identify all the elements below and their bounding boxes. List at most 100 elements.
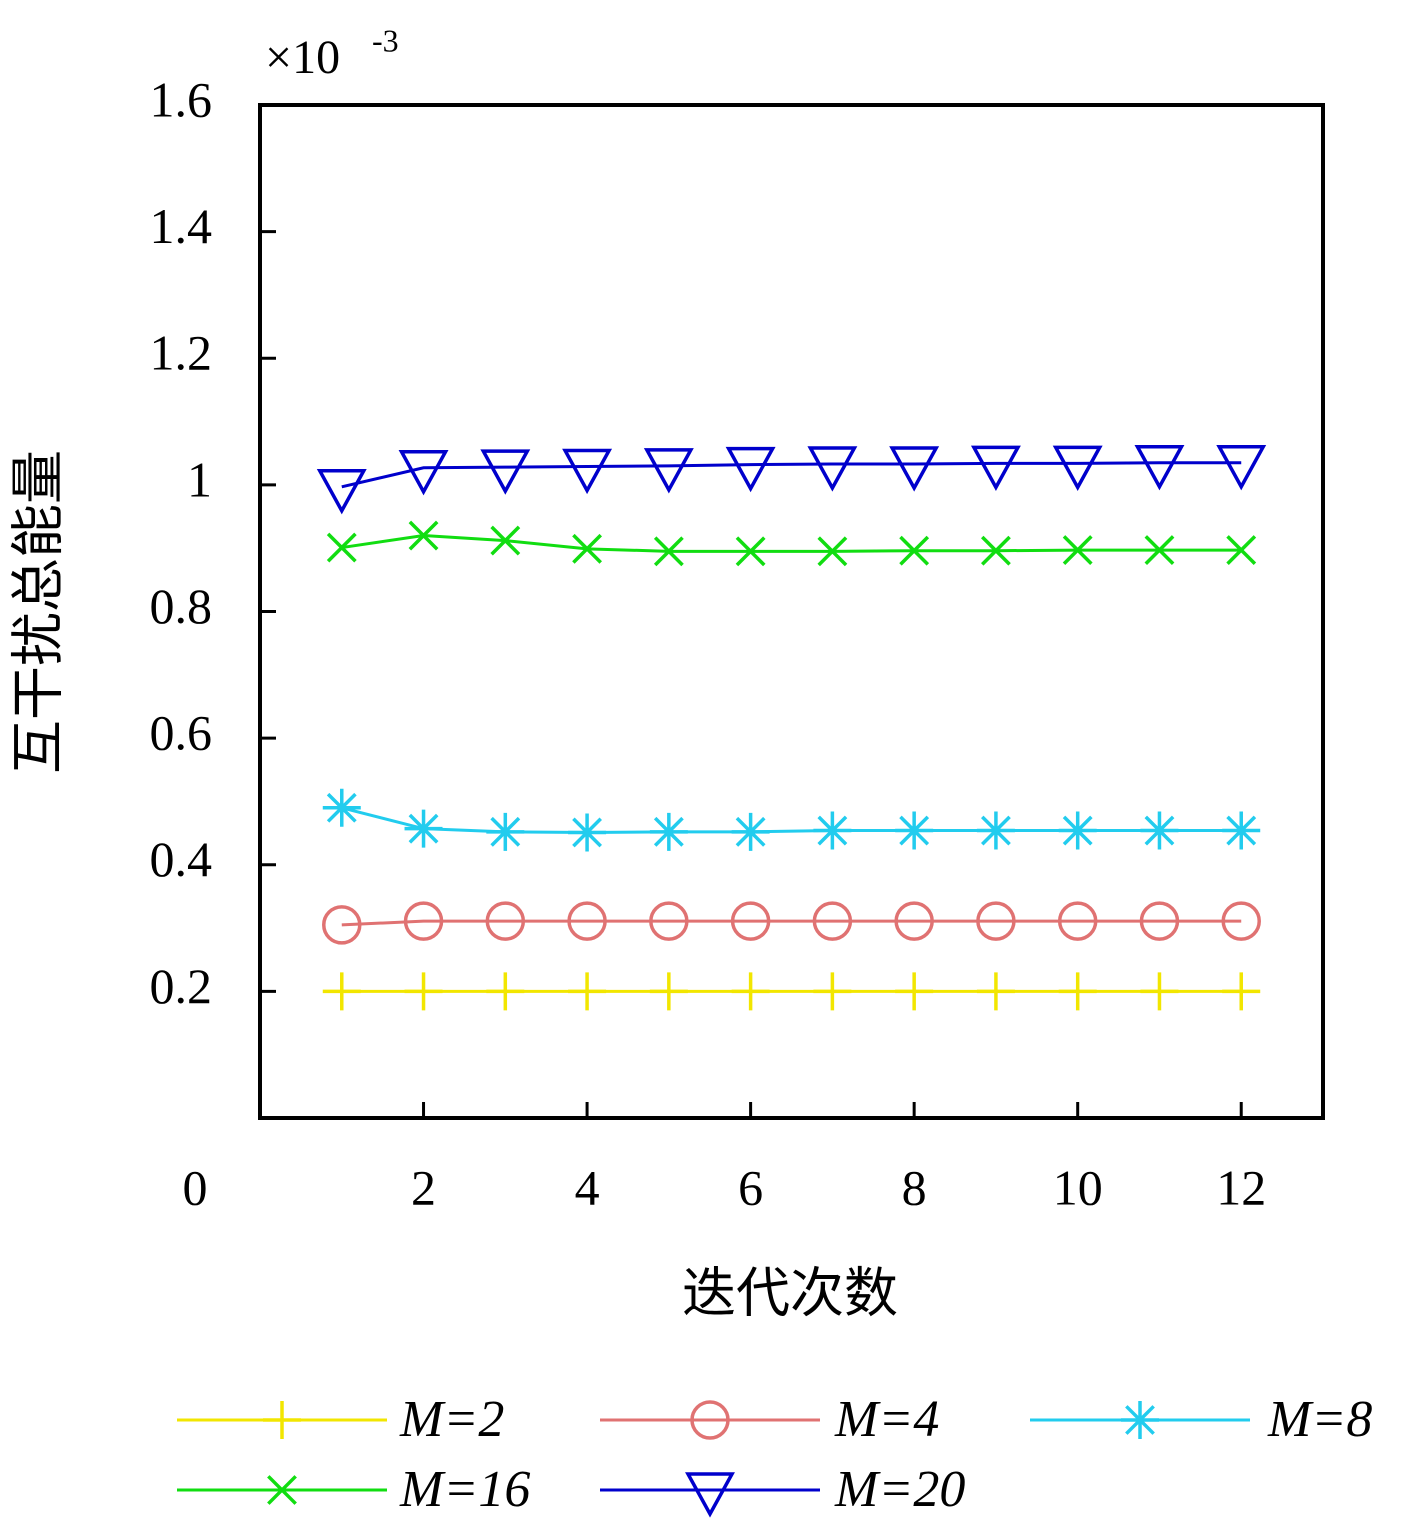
marker <box>1134 444 1185 491</box>
y-tick-label: 0.6 <box>150 705 213 761</box>
legend-item: M=8 <box>1030 1391 1372 1448</box>
legend-item: M=16 <box>177 1461 530 1518</box>
marker <box>263 1401 301 1439</box>
y-axis-label: 互干扰总能量 <box>7 450 70 774</box>
legend-label: M=20 <box>834 1461 965 1518</box>
y-tick-label: 1.2 <box>150 325 213 381</box>
marker <box>725 446 776 493</box>
marker <box>326 532 357 563</box>
marker <box>322 788 361 827</box>
x-tick-label: 12 <box>1216 1159 1266 1215</box>
y-tick-label: 0 <box>183 1159 208 1215</box>
marker <box>1216 444 1267 491</box>
marker <box>1222 972 1261 1011</box>
marker <box>316 469 367 515</box>
marker <box>895 972 934 1011</box>
marker <box>1058 972 1097 1011</box>
marker <box>568 813 607 852</box>
marker <box>486 972 525 1011</box>
marker <box>1226 535 1257 566</box>
marker <box>1221 901 1261 941</box>
legend-item: M=4 <box>600 1391 939 1448</box>
marker <box>1140 972 1179 1011</box>
marker <box>403 901 444 941</box>
x-tick-label: 4 <box>575 1159 600 1215</box>
marker <box>404 809 443 848</box>
y-tick-label: 0.8 <box>150 578 213 634</box>
marker <box>730 901 771 941</box>
marker <box>267 1475 297 1505</box>
marker <box>1222 811 1261 850</box>
marker <box>1144 535 1175 566</box>
marker <box>1058 811 1097 850</box>
marker <box>812 901 853 941</box>
marker <box>653 536 684 567</box>
x-tick-label: 6 <box>738 1159 763 1215</box>
marker <box>567 901 607 941</box>
marker <box>813 972 852 1011</box>
marker <box>899 535 930 566</box>
marker <box>731 812 770 851</box>
marker <box>486 812 525 851</box>
marker <box>568 972 607 1011</box>
marker <box>685 1472 735 1518</box>
marker <box>408 520 439 551</box>
marker <box>970 445 1021 491</box>
legend-label: M=4 <box>834 1391 939 1448</box>
marker <box>1052 445 1103 491</box>
x-tick-label: 2 <box>411 1159 436 1215</box>
marker <box>981 535 1011 566</box>
marker <box>807 446 858 492</box>
y-tick-label: 1.6 <box>150 71 213 127</box>
marker <box>404 972 443 1011</box>
series <box>322 788 1261 852</box>
marker <box>649 972 688 1011</box>
marker <box>1062 535 1093 566</box>
series-line <box>341 461 1242 489</box>
legend-label: M=16 <box>399 1461 530 1518</box>
series <box>316 444 1267 515</box>
marker <box>1139 901 1180 941</box>
legend-label: M=8 <box>1267 1391 1372 1448</box>
legend-item: M=2 <box>177 1391 504 1448</box>
x-tick-label: 8 <box>902 1159 927 1215</box>
marker <box>322 972 361 1011</box>
marker <box>889 446 940 492</box>
marker <box>322 905 362 945</box>
marker <box>490 525 521 556</box>
marker <box>976 972 1015 1011</box>
legend-item: M=20 <box>600 1461 965 1518</box>
marker <box>572 533 602 564</box>
series <box>322 901 1261 945</box>
marker <box>895 811 934 850</box>
marker <box>485 901 526 941</box>
series-line <box>341 919 1242 927</box>
x-tick-label: 10 <box>1053 1159 1103 1215</box>
y-scale-exponent: -3 <box>372 22 399 58</box>
marker <box>1057 901 1098 941</box>
marker <box>480 449 531 495</box>
marker <box>731 972 770 1011</box>
plot-frame <box>258 103 1325 1120</box>
x-axis-label: 迭代次数 <box>682 1262 898 1325</box>
marker <box>1140 811 1179 850</box>
marker <box>398 450 449 496</box>
legend-label: M=2 <box>399 1391 504 1448</box>
marker <box>735 536 766 567</box>
marker <box>562 448 613 495</box>
marker <box>643 448 694 494</box>
y-tick-label: 0.4 <box>150 831 213 887</box>
marker <box>813 811 852 850</box>
marker <box>976 811 1015 850</box>
series-line <box>341 806 1242 834</box>
marker <box>976 901 1016 941</box>
y-tick-label: 0.2 <box>150 958 213 1014</box>
y-scale-label: ×10 <box>265 31 340 84</box>
series <box>326 520 1257 567</box>
y-tick-label: 1.4 <box>150 198 213 254</box>
marker <box>649 812 688 851</box>
marker <box>649 901 689 941</box>
series-line <box>341 534 1242 553</box>
y-tick-label: 1 <box>187 451 212 507</box>
